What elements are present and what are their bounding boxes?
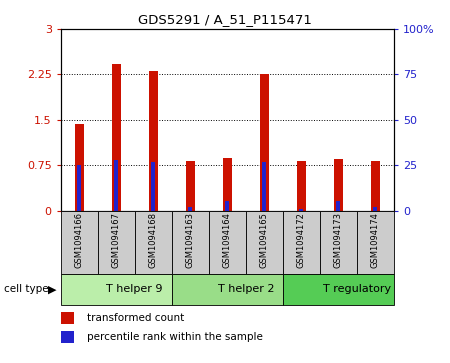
Text: GSM1094174: GSM1094174	[371, 212, 380, 268]
Bar	[262, 162, 266, 211]
Bar	[151, 162, 155, 211]
FancyBboxPatch shape	[98, 211, 135, 274]
Text: GSM1094165: GSM1094165	[260, 212, 269, 268]
FancyBboxPatch shape	[135, 211, 172, 274]
Text: GSM1094164: GSM1094164	[223, 212, 232, 268]
Bar	[77, 165, 81, 211]
FancyBboxPatch shape	[283, 211, 320, 274]
Bar	[223, 158, 232, 211]
Bar	[148, 71, 158, 211]
Bar	[373, 207, 378, 211]
Bar	[75, 124, 84, 211]
Bar	[299, 209, 303, 211]
Bar	[336, 201, 341, 211]
Text: T helper 9: T helper 9	[107, 285, 163, 294]
Bar	[112, 64, 121, 211]
Bar	[371, 161, 380, 211]
FancyBboxPatch shape	[172, 274, 283, 305]
Bar	[185, 161, 195, 211]
FancyBboxPatch shape	[61, 211, 98, 274]
FancyBboxPatch shape	[246, 211, 283, 274]
Text: GSM1094173: GSM1094173	[334, 212, 343, 269]
Text: GSM1094163: GSM1094163	[186, 212, 195, 269]
Bar	[260, 74, 269, 211]
FancyBboxPatch shape	[357, 211, 394, 274]
Bar	[61, 311, 73, 323]
Text: T helper 2: T helper 2	[217, 285, 274, 294]
FancyBboxPatch shape	[61, 274, 172, 305]
FancyBboxPatch shape	[172, 211, 209, 274]
Text: T regulatory: T regulatory	[323, 285, 391, 294]
Text: transformed count: transformed count	[87, 313, 184, 322]
Text: GSM1094172: GSM1094172	[297, 212, 306, 268]
Bar	[114, 160, 118, 211]
Bar	[297, 161, 306, 211]
Bar	[61, 331, 73, 343]
Text: GSM1094168: GSM1094168	[149, 212, 158, 269]
Text: GDS5291 / A_51_P115471: GDS5291 / A_51_P115471	[138, 13, 312, 26]
FancyBboxPatch shape	[320, 211, 357, 274]
Bar	[333, 159, 343, 211]
Text: cell type: cell type	[4, 285, 49, 294]
Text: GSM1094167: GSM1094167	[112, 212, 121, 269]
Bar	[225, 201, 230, 211]
FancyBboxPatch shape	[283, 274, 394, 305]
Text: ▶: ▶	[48, 285, 56, 294]
FancyBboxPatch shape	[209, 211, 246, 274]
Bar	[188, 207, 193, 211]
Text: percentile rank within the sample: percentile rank within the sample	[87, 333, 263, 342]
Text: GSM1094166: GSM1094166	[75, 212, 84, 269]
